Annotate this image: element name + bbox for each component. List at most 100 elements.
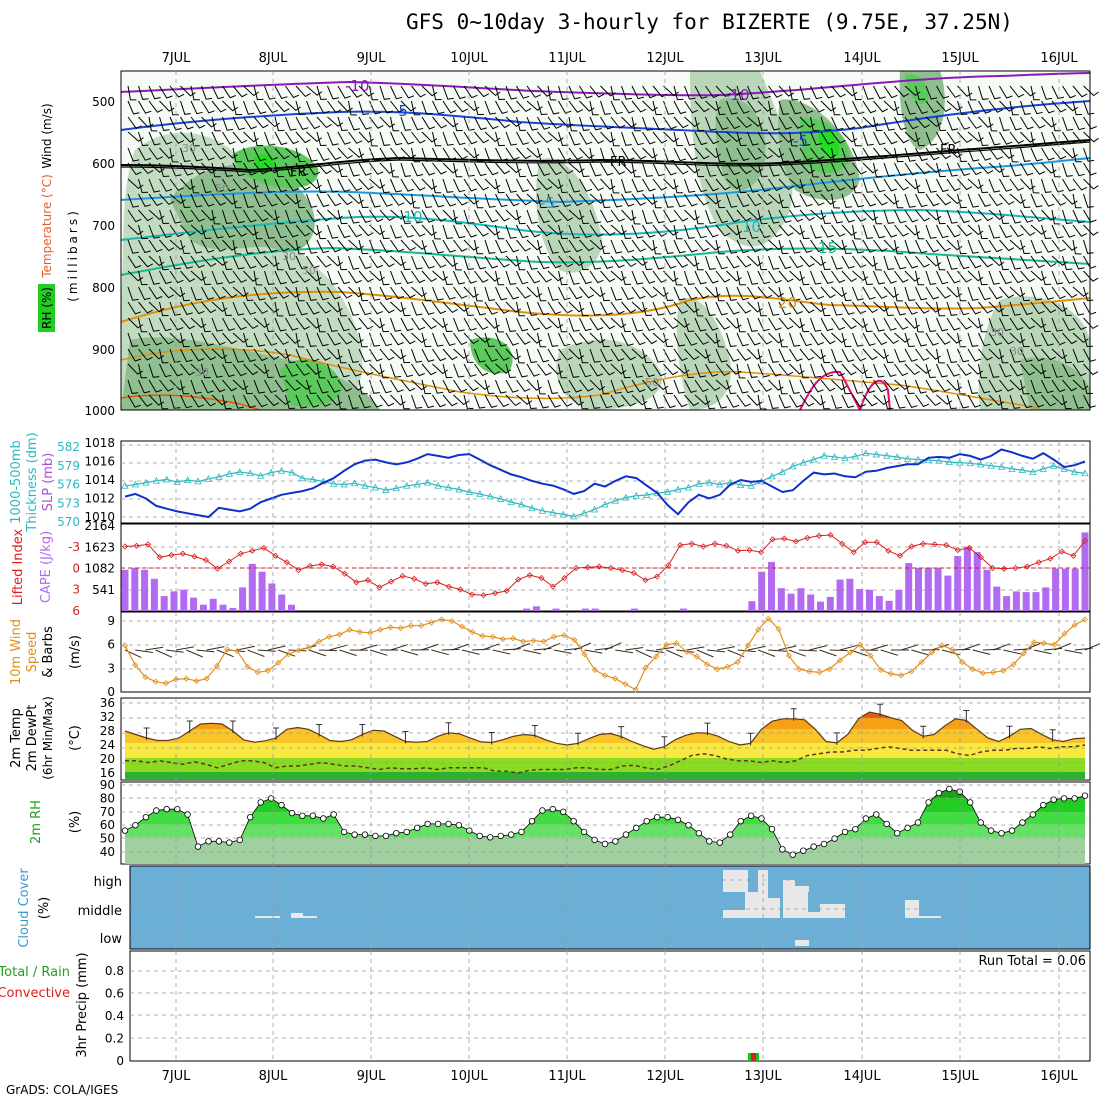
wind-barb bbox=[558, 332, 571, 347]
thickness-point bbox=[1081, 469, 1089, 477]
wind-barb bbox=[621, 332, 634, 347]
wind-barb bbox=[715, 162, 729, 177]
wind10m-barb bbox=[553, 649, 572, 654]
wind-barb bbox=[736, 348, 752, 361]
wind10m-barb bbox=[461, 649, 480, 655]
wind-barb bbox=[201, 116, 217, 128]
li-point bbox=[341, 570, 348, 577]
wind-barb bbox=[453, 317, 465, 332]
wind-barb bbox=[169, 348, 181, 363]
wind-barb bbox=[715, 332, 725, 348]
wind-barb bbox=[222, 147, 238, 159]
wind-barb bbox=[484, 131, 501, 143]
wind-barb bbox=[211, 162, 221, 178]
rh-point bbox=[633, 824, 640, 832]
wind-barb bbox=[316, 332, 329, 347]
wind-barb bbox=[463, 85, 478, 99]
wind-barb bbox=[789, 224, 805, 236]
wind-barb bbox=[169, 193, 186, 204]
wind-barb bbox=[988, 147, 1003, 160]
wind-barb bbox=[264, 147, 278, 161]
wind-barb bbox=[988, 394, 1005, 406]
wind-barb bbox=[474, 209, 487, 224]
wind-barb bbox=[978, 301, 993, 314]
wind-barb bbox=[1083, 162, 1097, 176]
wind-barb bbox=[253, 131, 264, 147]
wind-barb bbox=[442, 348, 458, 361]
wind-point bbox=[1081, 616, 1089, 623]
cape-bar bbox=[934, 567, 942, 611]
wind-barb bbox=[1062, 301, 1073, 317]
wind-barb bbox=[495, 317, 504, 333]
wind-barb bbox=[327, 286, 341, 300]
wind-barb bbox=[684, 379, 698, 393]
wind-barb bbox=[589, 239, 606, 251]
wind-barb bbox=[505, 363, 516, 379]
cape-bar bbox=[131, 567, 139, 611]
wind-barb bbox=[946, 332, 963, 344]
wind-barb bbox=[421, 301, 435, 315]
rh-point bbox=[685, 822, 692, 829]
run-total: Run Total = 0.06 bbox=[978, 954, 1086, 969]
wind-barb bbox=[379, 363, 389, 379]
wind-barb bbox=[264, 224, 275, 239]
wind-barb bbox=[967, 348, 982, 362]
wind-barb bbox=[264, 255, 280, 267]
wind-barb bbox=[621, 193, 635, 207]
wind-barb bbox=[1009, 270, 1024, 284]
wind-barb bbox=[537, 286, 547, 302]
wind-barb bbox=[211, 286, 226, 300]
wind-barb bbox=[432, 363, 448, 375]
wind-barb bbox=[159, 394, 169, 410]
wind-barb bbox=[768, 286, 784, 298]
thickness-point bbox=[830, 453, 839, 460]
wind-point bbox=[264, 667, 272, 674]
rh-point bbox=[205, 838, 212, 845]
wind-barb bbox=[348, 209, 360, 224]
li-point bbox=[526, 572, 533, 579]
wind-barb bbox=[600, 224, 616, 237]
wind-barb bbox=[684, 178, 696, 193]
wind-barb bbox=[568, 162, 585, 173]
wind-barb bbox=[684, 270, 695, 285]
wind-barb bbox=[421, 348, 435, 363]
wind-point bbox=[356, 628, 363, 636]
wind-barb bbox=[852, 379, 864, 394]
wind-barb bbox=[537, 85, 553, 97]
wind-barb bbox=[663, 178, 679, 190]
wind-barb bbox=[579, 178, 593, 192]
wind-barb bbox=[946, 100, 963, 111]
cape-tick: 1082 bbox=[84, 562, 115, 576]
wind-barb bbox=[274, 224, 287, 239]
precip-tick: 0.2 bbox=[105, 1032, 124, 1046]
precip-tick: 0.6 bbox=[105, 987, 124, 1001]
wind-barb bbox=[547, 178, 564, 190]
wind-barb bbox=[138, 394, 153, 407]
wind10m-barb bbox=[1054, 642, 1072, 651]
wind-barb bbox=[820, 147, 837, 159]
rh-point bbox=[622, 831, 630, 838]
wind10m-barb bbox=[798, 649, 818, 652]
wind-point bbox=[510, 635, 517, 642]
cloud-level-low: low bbox=[100, 932, 123, 947]
wind-barb bbox=[894, 363, 909, 377]
wind-barb bbox=[883, 116, 895, 131]
wind-barb bbox=[768, 209, 780, 224]
wind-point bbox=[418, 622, 425, 629]
wind-barb bbox=[936, 301, 946, 317]
wind-barb bbox=[348, 348, 359, 363]
wind-barb bbox=[873, 224, 886, 239]
wind-barb bbox=[222, 348, 232, 364]
thickness-point bbox=[570, 512, 578, 520]
wind-barb bbox=[568, 301, 585, 313]
wind-barb bbox=[799, 193, 813, 207]
wind-barb bbox=[873, 286, 888, 299]
wind-barb bbox=[148, 379, 163, 393]
wind-barb bbox=[285, 131, 300, 145]
cape-bar bbox=[288, 604, 295, 611]
wind-barb bbox=[390, 394, 406, 406]
cape-bar bbox=[1032, 592, 1040, 611]
wind-barb bbox=[1083, 100, 1095, 115]
wind-barb bbox=[621, 116, 637, 128]
wind-barb bbox=[358, 193, 369, 209]
